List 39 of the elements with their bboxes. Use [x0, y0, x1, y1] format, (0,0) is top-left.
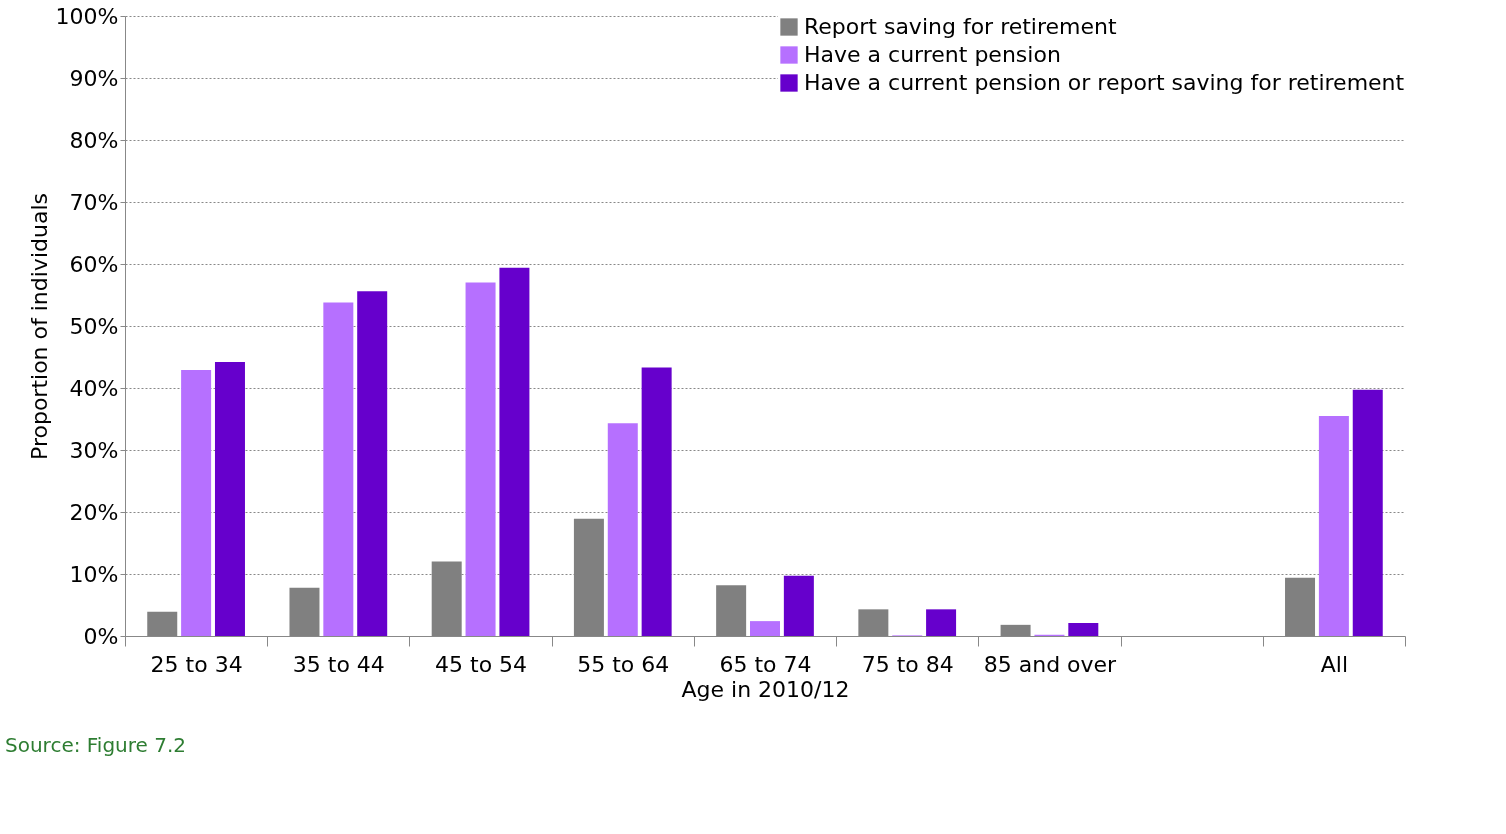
x-tick-label: 35 to 44: [292, 651, 385, 677]
x-tick-label: 85 and over: [983, 651, 1118, 677]
bar: [1318, 415, 1349, 636]
bar: [499, 267, 530, 636]
bar: [926, 609, 957, 636]
y-tick-label: 80%: [69, 127, 119, 153]
x-tick-label: 45 to 54: [435, 651, 528, 677]
x-tick-label: 55 to 64: [577, 651, 670, 677]
bar: [323, 302, 354, 636]
y-tick-label: 40%: [69, 375, 119, 401]
bar: [181, 370, 212, 636]
y-tick-label: 10%: [69, 561, 119, 587]
y-tick-label: 60%: [69, 251, 119, 277]
y-tick-label: 0%: [83, 623, 119, 649]
legend-label: Report saving for retirement: [804, 14, 1117, 39]
bar: [750, 621, 780, 636]
y-axis-title: Proportion of individuals: [26, 193, 52, 460]
bar: [783, 575, 814, 636]
bar: [465, 282, 496, 636]
y-tick-label: 50%: [69, 313, 119, 339]
x-tick-label: 25 to 34: [150, 651, 243, 677]
bar: [641, 367, 672, 636]
x-axis-title: Age in 2010/12: [681, 676, 850, 702]
y-tick-label: 30%: [69, 437, 119, 463]
x-tick-label: All: [1320, 651, 1349, 677]
bar: [1352, 389, 1383, 636]
x-tick-label: 75 to 84: [861, 651, 954, 677]
bar: [1068, 622, 1099, 636]
legend-label: Have a current pension or report saving for retirement: [804, 70, 1405, 95]
bar: [214, 361, 245, 636]
bar: [607, 423, 638, 636]
y-tick-label: 70%: [69, 189, 119, 215]
y-tick-label: 100%: [55, 3, 119, 29]
x-tick-label: 65 to 74: [719, 651, 812, 677]
bar: [357, 291, 388, 636]
y-tick-label: 20%: [69, 499, 119, 525]
y-tick-label: 90%: [69, 65, 119, 91]
source-note: Source: Figure 7.2: [5, 733, 187, 757]
legend-label: Have a current pension: [804, 42, 1061, 67]
